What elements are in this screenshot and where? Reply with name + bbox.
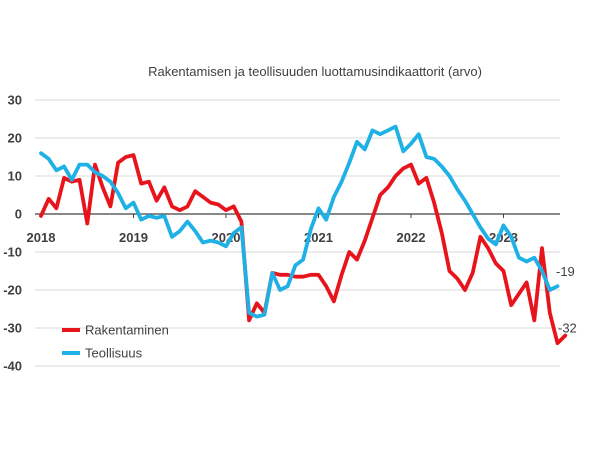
chart-title: Rakentamisen ja teollisuuden luottamusin…: [148, 64, 482, 79]
y-axis-ticks: 30 20 10 0 -10 -20 -30 -40: [3, 93, 22, 374]
legend-label: Rakentaminen: [85, 323, 169, 338]
y-tick-label: -30: [3, 321, 22, 336]
legend: Rakentaminen Teollisuus: [62, 323, 169, 361]
x-tick-label: 2022: [397, 230, 426, 245]
series-line-teollisuus: [39, 124, 560, 319]
y-tick-label: 0: [15, 207, 22, 222]
y-tick-label: -40: [3, 359, 22, 374]
y-tick-label: 30: [8, 93, 22, 108]
legend-label: Teollisuus: [85, 346, 143, 361]
series-lines: [39, 124, 568, 346]
end-labels: -19 -32: [556, 264, 577, 335]
y-tick-label: 20: [8, 131, 22, 146]
y-tick-label: -20: [3, 283, 22, 298]
x-tick-label: 2018: [27, 230, 56, 245]
series-line-rakentaminen: [39, 153, 568, 346]
end-value-label: -19: [556, 264, 575, 279]
y-tick-label: -10: [3, 245, 22, 260]
y-tick-label: 10: [8, 169, 22, 184]
grid-lines: [35, 99, 560, 367]
end-value-label: -32: [558, 321, 577, 336]
x-tick-label: 2019: [119, 230, 148, 245]
